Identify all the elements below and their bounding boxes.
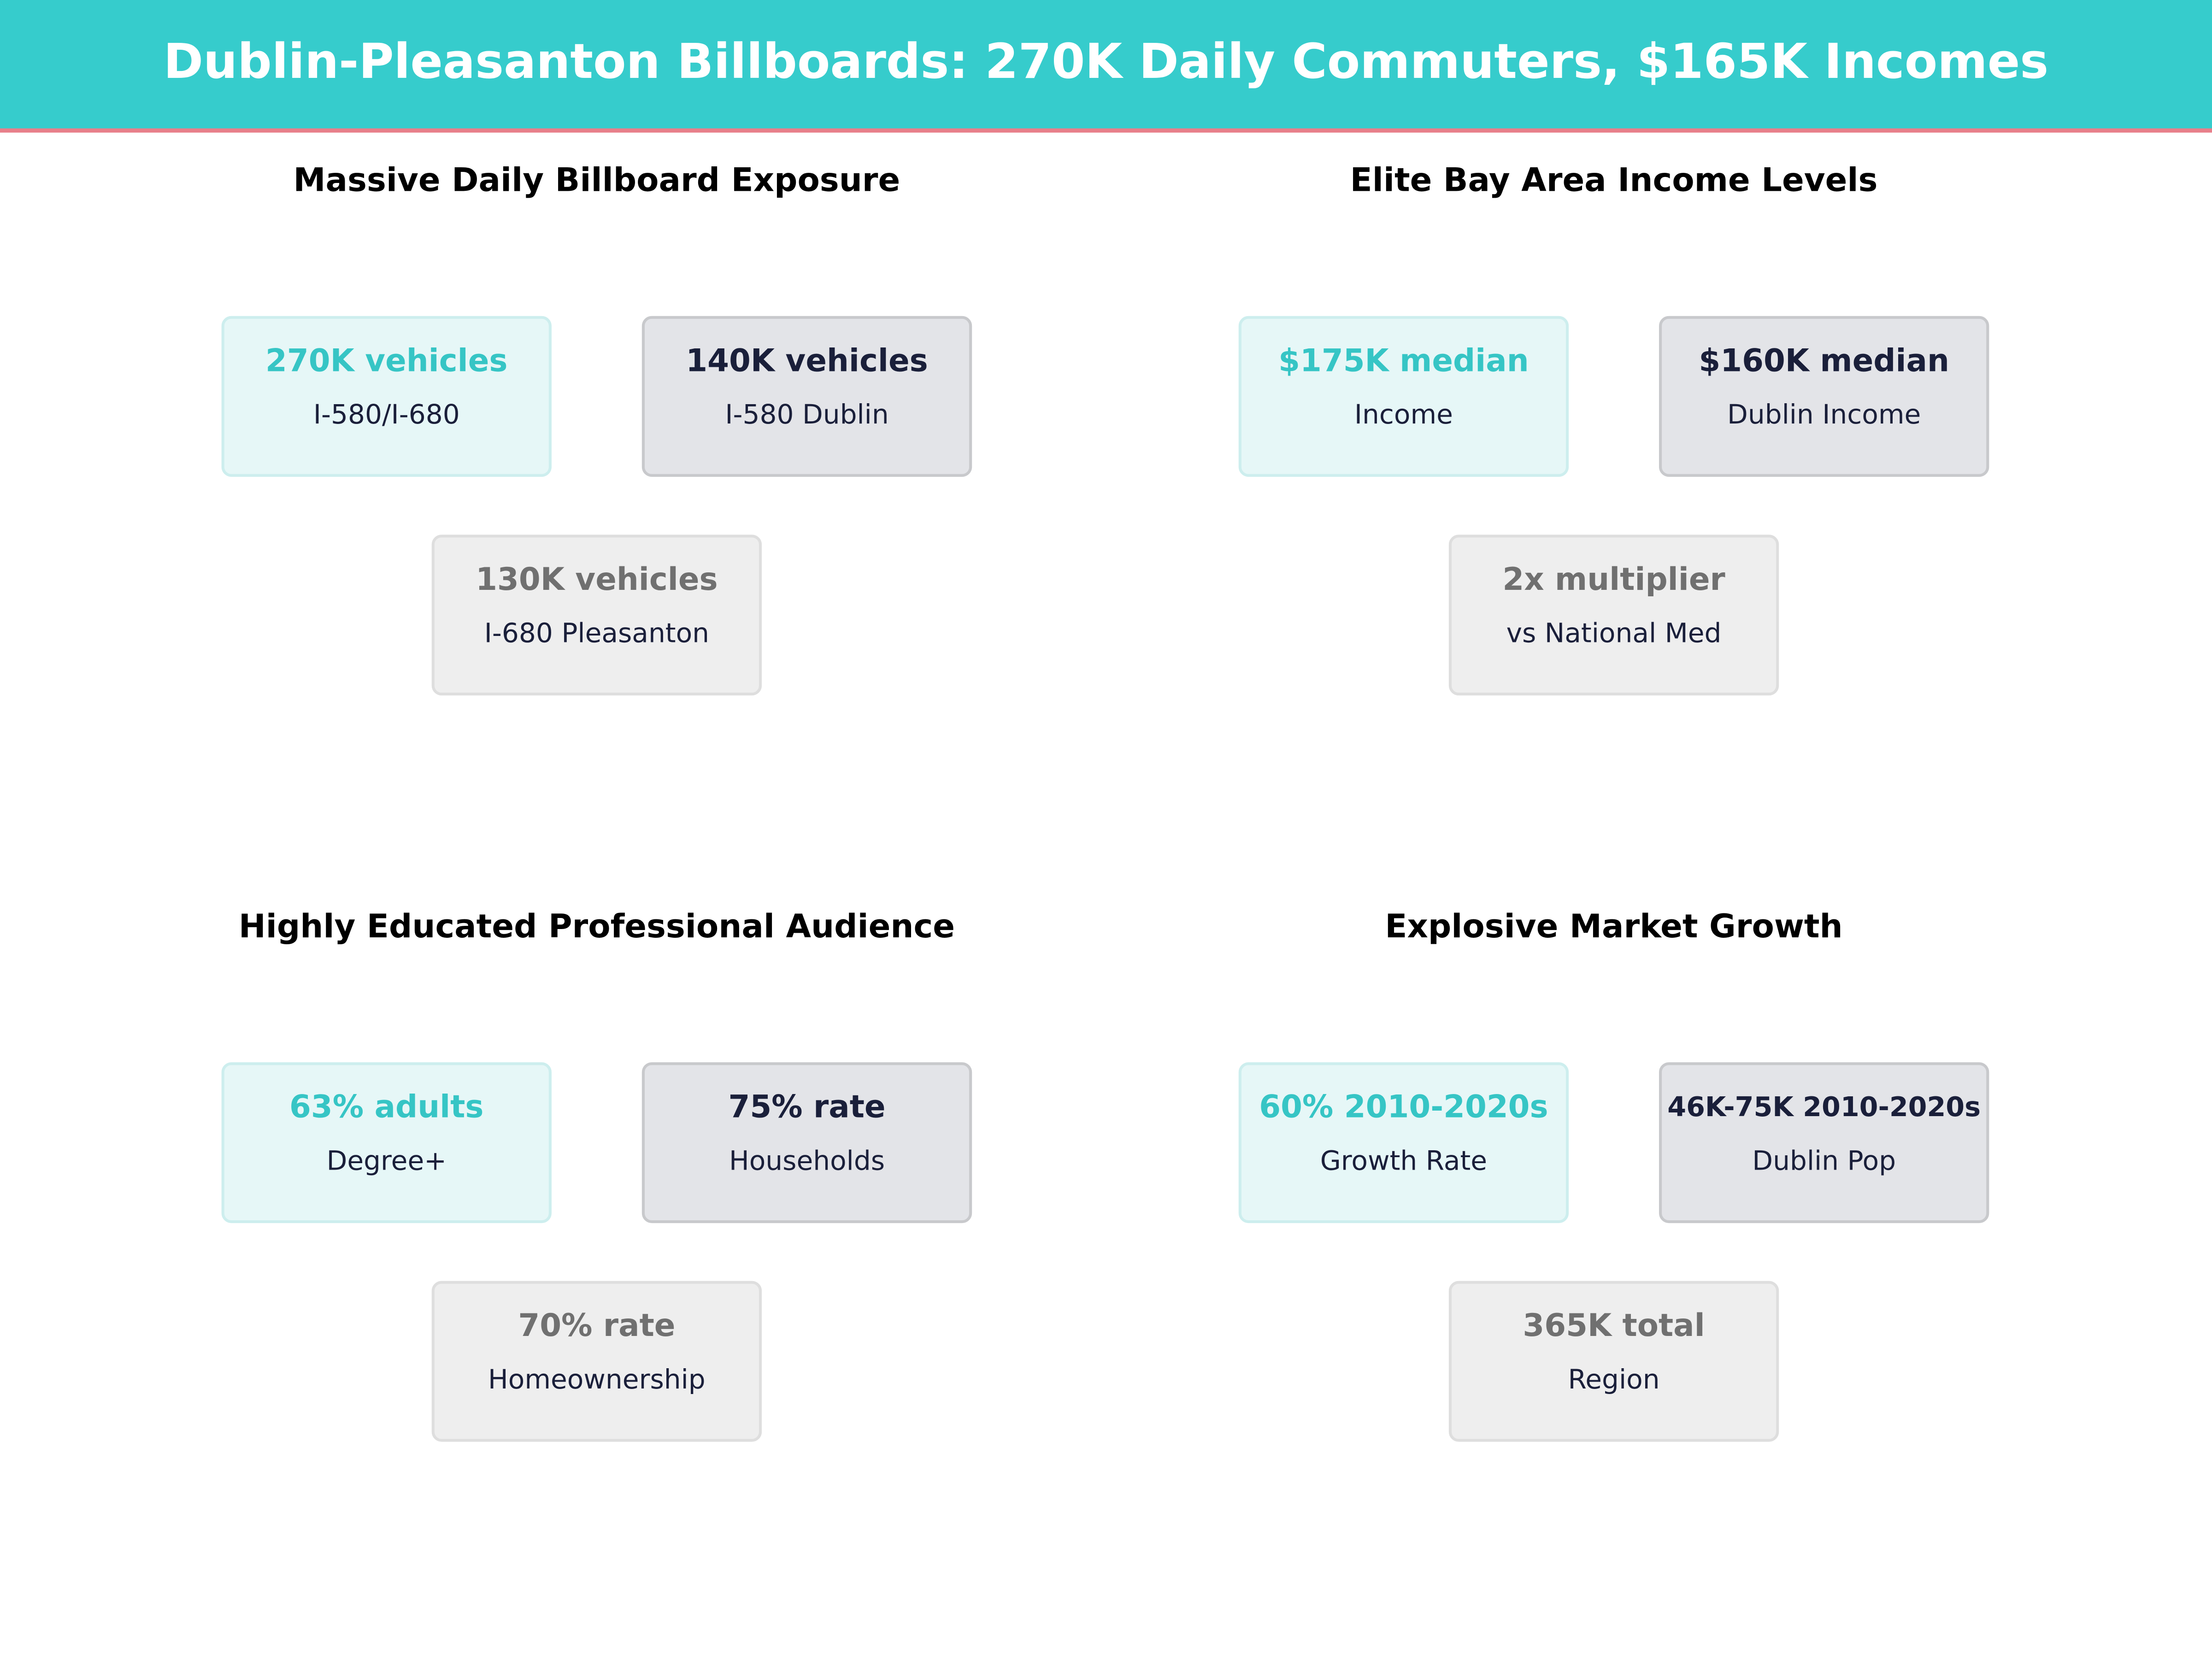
card-value: 63% adults — [289, 1088, 484, 1125]
card-box — [1659, 1062, 1989, 1224]
card-label: Homeownership — [488, 1364, 706, 1395]
card-box — [1448, 535, 1779, 696]
card-value: 75% rate — [728, 1088, 885, 1125]
stat-card: 130K vehicles I-680 Pleasanton — [431, 535, 762, 696]
card-value: 140K vehicles — [686, 342, 928, 378]
card-box — [641, 316, 972, 477]
stat-card: 2x multiplier vs National Med — [1448, 535, 1779, 696]
card-label: I-680 Pleasanton — [484, 618, 709, 649]
card-label: Dublin Pop — [1752, 1145, 1896, 1177]
card-value: 46K-75K 2010-2020s — [1667, 1091, 1981, 1123]
card-value: 270K vehicles — [265, 342, 507, 378]
card-box — [431, 1281, 762, 1442]
stat-card: $160K median Dublin Income — [1659, 316, 1989, 477]
card-label: I-580/I-680 — [313, 399, 460, 430]
card-label: Income — [1354, 399, 1453, 430]
stat-card: 46K-75K 2010-2020s Dublin Pop — [1659, 1062, 1989, 1224]
header-rule — [0, 128, 2212, 133]
panel-title: Massive Daily Billboard Exposure — [294, 161, 900, 199]
header-band — [0, 0, 2212, 130]
stat-card: 63% adults Degree+ — [221, 1062, 552, 1224]
card-label: Dublin Income — [1727, 399, 1921, 430]
panel: Explosive Market Growth 60% 2010-2020s Gro… — [1238, 907, 1989, 1442]
stat-card: 75% rate Households — [641, 1062, 972, 1224]
stat-card: 365K total Region — [1448, 1281, 1779, 1442]
card-label: vs National Med — [1506, 618, 1722, 649]
card-value: 70% rate — [518, 1307, 675, 1343]
stat-card: $175K median Income — [1238, 316, 1569, 477]
card-value: 60% 2010-2020s — [1259, 1088, 1548, 1125]
panel: Highly Educated Professional Audience 63%… — [221, 907, 972, 1442]
card-box — [1659, 316, 1989, 477]
stat-card: 70% rate Homeownership — [431, 1281, 762, 1442]
card-label: Degree+ — [327, 1145, 447, 1177]
panel: Massive Daily Billboard Exposure 270K veh… — [221, 161, 972, 696]
card-box — [1238, 316, 1569, 477]
stat-card: 140K vehicles I-580 Dublin — [641, 316, 972, 477]
card-box — [431, 535, 762, 696]
stat-card: 60% 2010-2020s Growth Rate — [1238, 1062, 1569, 1224]
panel-title: Elite Bay Area Income Levels — [1350, 161, 1878, 199]
card-label: I-580 Dublin — [725, 399, 888, 430]
card-box — [221, 1062, 552, 1224]
card-label: Growth Rate — [1320, 1145, 1487, 1177]
card-label: Region — [1568, 1364, 1659, 1395]
card-value: $160K median — [1699, 342, 1949, 378]
stat-card: 270K vehicles I-580/I-680 — [221, 316, 552, 477]
card-box — [1448, 1281, 1779, 1442]
card-box — [1238, 1062, 1569, 1224]
panel-title: Highly Educated Professional Audience — [239, 907, 955, 945]
panel: Elite Bay Area Income Levels $175K median… — [1238, 161, 1989, 696]
card-label: Households — [729, 1145, 885, 1177]
card-value: 130K vehicles — [476, 561, 718, 597]
card-value: 365K total — [1523, 1307, 1705, 1343]
card-box — [221, 316, 552, 477]
card-value: $175K median — [1278, 342, 1529, 378]
panel-title: Explosive Market Growth — [1385, 907, 1842, 945]
page-title: Dublin-Pleasanton Billboards: 270K Daily… — [164, 33, 2049, 89]
card-box — [641, 1062, 972, 1224]
card-value: 2x multiplier — [1502, 561, 1725, 597]
